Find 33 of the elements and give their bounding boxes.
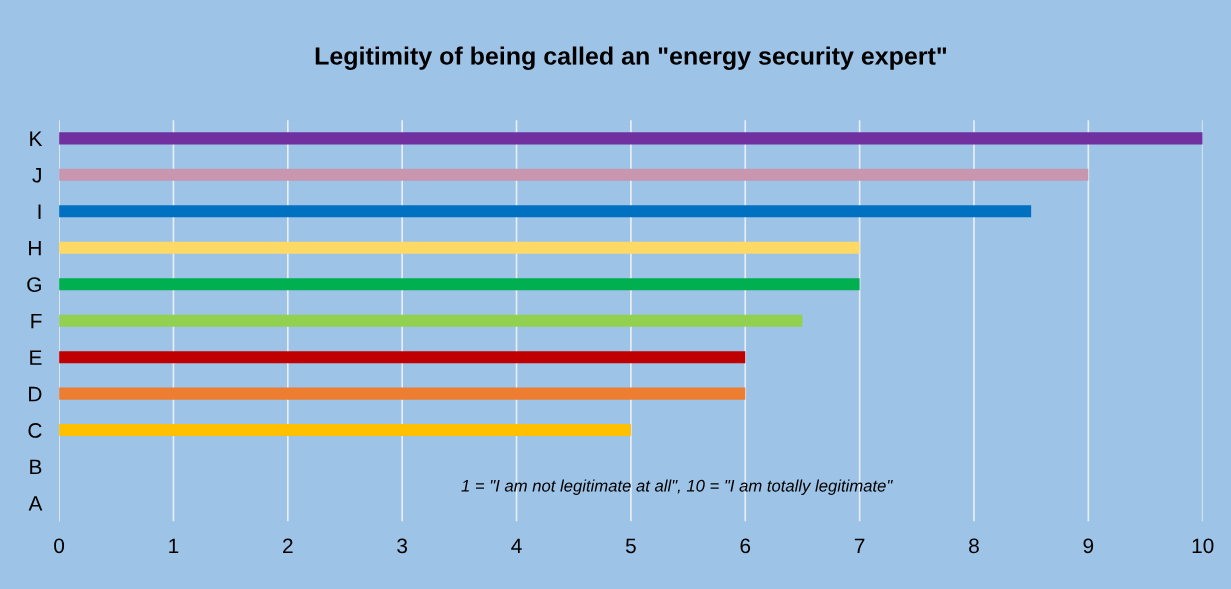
y-tick-label: I	[38, 204, 41, 219]
y-tick-label: C	[28, 423, 42, 438]
chart-title: Legitimity of being called an "energy security expert"	[315, 46, 947, 70]
x-tick-label: 9	[1083, 538, 1094, 554]
x-tick-label: 3	[397, 538, 408, 554]
y-tick-label: F	[31, 313, 42, 329]
bar	[59, 168, 1089, 181]
bar	[59, 278, 860, 291]
y-tick-label: A	[28, 496, 43, 511]
x-tick-label: 8	[969, 538, 979, 554]
bar	[59, 205, 1032, 218]
y-tick-label: J	[32, 168, 41, 183]
x-tick-label: 2	[283, 538, 293, 554]
bar	[59, 241, 860, 254]
bar	[59, 132, 1203, 145]
y-tick-label: B	[30, 459, 42, 475]
x-tick-label: 0	[54, 538, 65, 554]
x-tick-label: 10	[1192, 538, 1214, 554]
bar	[59, 387, 746, 400]
x-tick-label: 6	[740, 538, 751, 554]
annotation: 1 = "I am not legitimate at all", 10 = "I am totally legitimate"	[461, 479, 893, 495]
x-tick-label: 5	[625, 538, 636, 554]
y-tick-label: D	[29, 386, 42, 402]
bar	[59, 424, 631, 437]
y-tick-label: K	[30, 131, 43, 146]
bar	[59, 314, 803, 327]
y-tick-label: G	[27, 277, 41, 292]
bar	[59, 351, 746, 364]
y-tick-label: H	[29, 241, 41, 256]
x-tick-label: 1	[169, 538, 179, 554]
y-tick-label: E	[30, 350, 42, 365]
x-tick-label: 7	[854, 538, 865, 554]
x-tick-label: 4	[511, 538, 522, 554]
